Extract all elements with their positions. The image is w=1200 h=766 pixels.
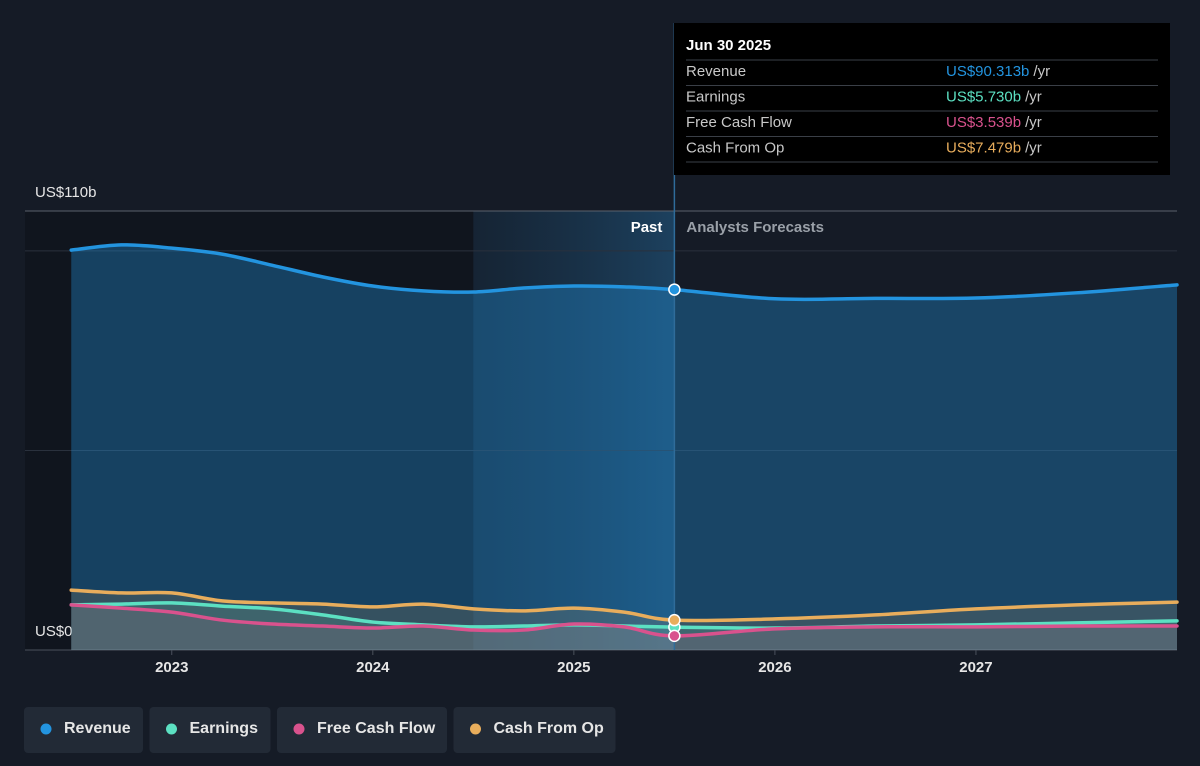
x-tick-label: 2026 (758, 659, 791, 676)
tooltip-label: Earnings (686, 88, 745, 105)
past-label: Past (631, 219, 663, 236)
tooltip-value-text: US$90.313b (946, 63, 1029, 80)
series-line (69, 243, 1179, 302)
tooltip-label: Free Cash Flow (686, 114, 792, 131)
tooltip-value: US$3.539b/yr (946, 114, 1042, 131)
legend-button (149, 707, 271, 753)
tooltip-value: US$7.479b/yr (946, 139, 1042, 156)
point-marker (668, 629, 681, 643)
x-tick-label: 2027 (959, 659, 992, 676)
legend-swatch (470, 723, 481, 735)
series-area (71, 244, 1177, 651)
legend-label: Free Cash Flow (317, 720, 436, 737)
highlight-region (473, 211, 675, 650)
legend-button (24, 707, 143, 753)
tooltip-unit: /yr (1025, 88, 1042, 105)
series-area (71, 590, 1177, 650)
legend-swatch (166, 723, 177, 735)
tooltip: Jun 30 2025 Revenue US$90.313b/yr Earnings U… (674, 23, 1170, 175)
tooltip-unit: /yr (1033, 63, 1050, 80)
legend-item[interactable]: Earnings (149, 707, 271, 753)
legend-item[interactable]: Revenue (24, 707, 143, 753)
tooltip-value: US$90.313b/yr (946, 63, 1050, 80)
tooltip-date: Jun 30 2025 (686, 37, 771, 54)
legend-label: Cash From Op (494, 720, 604, 737)
series-line (69, 588, 1179, 623)
x-tick-label: 2024 (356, 659, 390, 676)
tooltip-box (674, 23, 1170, 175)
legend-swatch (293, 723, 305, 735)
x-tick-label: 2023 (155, 659, 188, 676)
tooltip-value-text: US$3.539b (946, 114, 1021, 131)
tooltip-unit: /yr (1025, 114, 1042, 131)
tooltip-value-text: US$5.730b (946, 88, 1021, 105)
legend-label: Revenue (64, 720, 131, 737)
legend-button (453, 707, 616, 753)
forecast-label: Analysts Forecasts (686, 219, 824, 236)
tooltip-value: US$5.730b/yr (946, 88, 1042, 105)
point-marker (668, 283, 681, 296)
tooltip-label: Revenue (686, 63, 746, 80)
y-tick-label: US$0 (35, 623, 73, 640)
x-tick-label: 2025 (557, 659, 590, 676)
legend-swatch (40, 723, 52, 735)
tooltip-label: Cash From Op (686, 139, 784, 156)
tooltip-value-text: US$7.479b (946, 139, 1021, 156)
tooltip-unit: /yr (1025, 139, 1042, 156)
past-region (25, 211, 474, 650)
legend-label: Earnings (190, 720, 259, 737)
point-marker (668, 613, 681, 627)
legend-item[interactable]: Cash From Op (453, 707, 616, 753)
legend-item[interactable]: Free Cash Flow (277, 707, 447, 753)
y-tick-label: US$110b (35, 184, 96, 201)
series-line (69, 603, 1179, 638)
legend-button (277, 707, 447, 753)
